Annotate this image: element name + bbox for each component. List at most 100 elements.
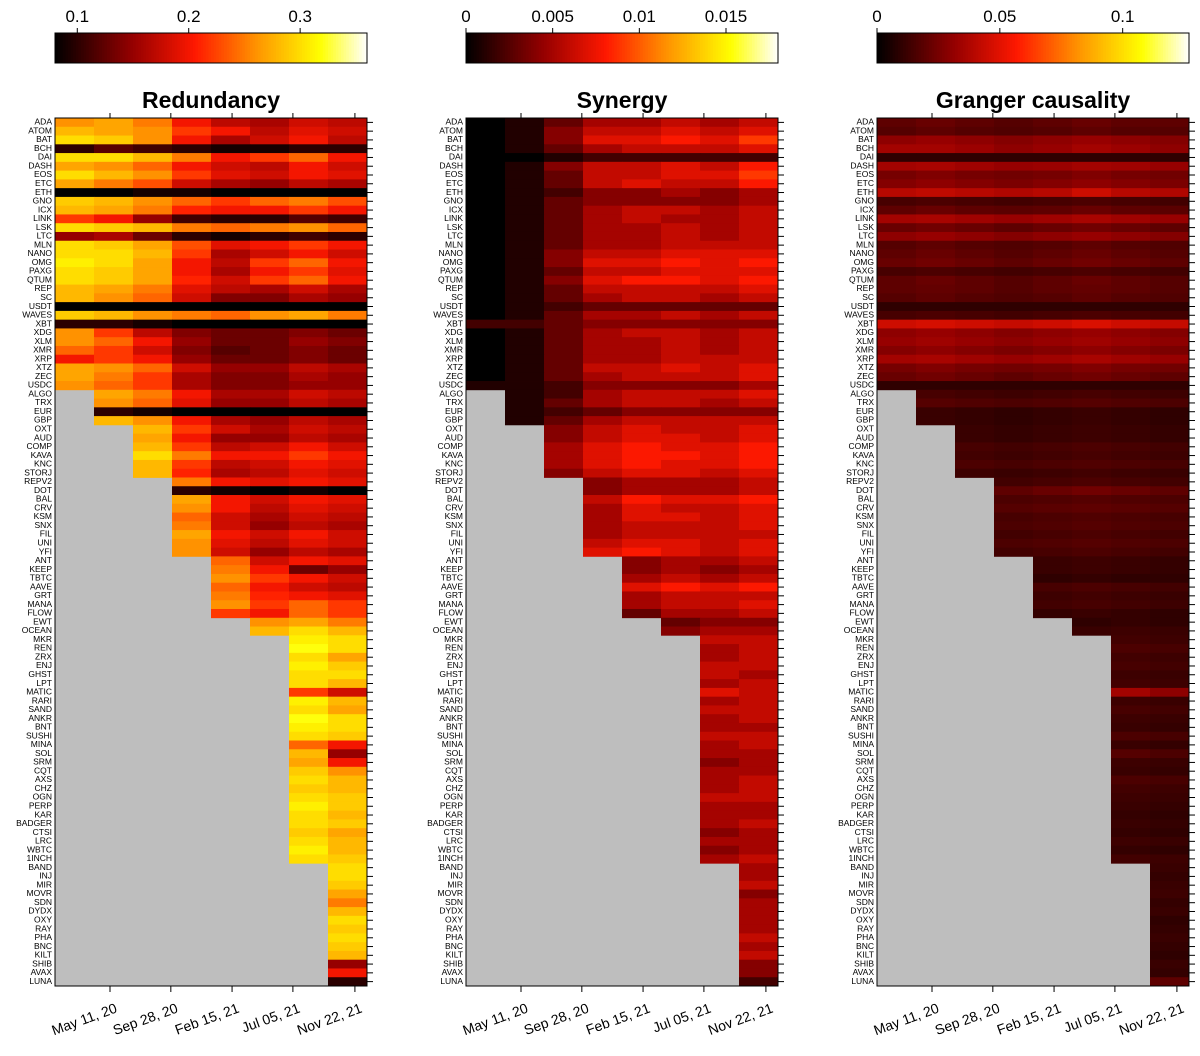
heatmap-cell [289, 153, 329, 163]
row-label: WAVES [22, 310, 52, 320]
row-label: RARI [854, 695, 874, 705]
heatmap-cell [94, 345, 134, 356]
colorbar-step [1027, 33, 1031, 63]
heatmap-cell [1150, 442, 1190, 452]
heatmap-cell [505, 135, 545, 145]
row-label: MOVR [438, 888, 464, 898]
heatmap-cell [739, 959, 779, 969]
heatmap-cell [700, 495, 740, 505]
heatmap-cell [328, 810, 368, 820]
colorbar-step [991, 33, 995, 63]
colorbar-step [575, 33, 579, 63]
colorbar-step [622, 33, 626, 63]
heatmap-cell [172, 170, 212, 180]
colorbar-step [955, 33, 959, 63]
heatmap-cell [211, 416, 251, 426]
colorbar-step [263, 33, 267, 63]
heatmap-cell [739, 933, 779, 943]
heatmap-cell [994, 118, 1034, 128]
row-label: SHIB [32, 958, 52, 968]
heatmap-cell [466, 319, 506, 329]
row-label: OXT [857, 424, 874, 434]
heatmap-cell [1072, 319, 1112, 329]
row-label: AXS [857, 774, 874, 784]
colorbar-step [1020, 33, 1024, 63]
heatmap-cell [739, 828, 779, 838]
heatmap-cell [583, 179, 623, 189]
colorbar-step [294, 33, 298, 63]
heatmap-cell [1033, 293, 1073, 303]
heatmap-cell [211, 468, 251, 478]
row-label: OXY [445, 914, 463, 924]
heatmap-cell [700, 328, 740, 338]
colorbar-step [1048, 33, 1052, 63]
row-label: LRC [35, 836, 52, 846]
heatmap-cell [55, 284, 95, 294]
colorbar-step [1152, 33, 1156, 63]
colorbar-step [562, 33, 566, 63]
heatmap-cell [583, 161, 623, 172]
row-label: ADA [857, 117, 875, 127]
heatmap-cell [328, 880, 368, 890]
colorbar-step [1142, 33, 1146, 63]
heatmap-cell [94, 310, 134, 321]
colorbar-step [580, 33, 584, 63]
heatmap-cell [94, 284, 134, 294]
row-label: PAXG [440, 266, 463, 276]
heatmap-cell [544, 214, 584, 224]
row-label: UNI [37, 537, 52, 547]
heatmap-cell [583, 354, 623, 364]
colorbar-tick-label: 0.1 [65, 7, 89, 26]
heatmap-cell [700, 372, 740, 382]
heatmap-cell [622, 451, 662, 461]
row-label: SHIB [443, 958, 463, 968]
heatmap-cell [466, 153, 506, 163]
heatmap-cell [94, 389, 134, 399]
heatmap-cell [622, 372, 662, 382]
heatmap-cell [700, 381, 740, 391]
colorbar-step [244, 33, 248, 63]
heatmap-cell [1072, 363, 1112, 373]
heatmap-cell [739, 530, 779, 540]
row-label: FLOW [849, 608, 874, 618]
colorbar-step [166, 33, 170, 63]
row-label: BNC [856, 941, 874, 951]
colorbar-step [583, 33, 587, 63]
colorbar-step [616, 33, 620, 63]
heatmap-cell [328, 565, 368, 575]
colorbar-step [296, 33, 300, 63]
heatmap-cell [1150, 381, 1190, 391]
heatmap-cell [250, 398, 290, 408]
colorbar-step [923, 33, 927, 63]
colorbar-step [754, 33, 758, 63]
heatmap-cell [250, 267, 290, 277]
heatmap-cell [700, 118, 740, 128]
row-label: ETC [35, 178, 52, 188]
heatmap-cell [1150, 942, 1190, 952]
colorbar: 0 0.05 0.1 [872, 7, 1190, 64]
heatmap-cell [544, 302, 584, 312]
row-label: CRV [34, 502, 52, 512]
row-label: EUR [445, 406, 463, 416]
heatmap-cell [1150, 635, 1190, 645]
row-label: ANKR [850, 713, 874, 723]
heatmap-cell [994, 337, 1034, 347]
heatmap-cell [55, 258, 95, 268]
heatmap-cell [583, 284, 623, 294]
colorbar-step [1121, 33, 1125, 63]
heatmap-cell [739, 512, 779, 522]
heatmap-cell [700, 477, 740, 487]
heatmap-cell [1072, 188, 1112, 198]
heatmap-cell [133, 240, 173, 250]
heatmap-cell [700, 556, 740, 566]
colorbar-step [96, 33, 100, 63]
row-label: XBT [857, 318, 874, 328]
row-label: OMG [32, 257, 52, 267]
heatmap-cell [250, 608, 290, 619]
heatmap-cell [55, 161, 95, 172]
row-label: AXS [35, 774, 52, 784]
colorbar-step [663, 33, 667, 63]
heatmap-cell [55, 118, 95, 128]
heatmap-cell [1150, 950, 1190, 961]
colorbar-step [598, 33, 602, 63]
